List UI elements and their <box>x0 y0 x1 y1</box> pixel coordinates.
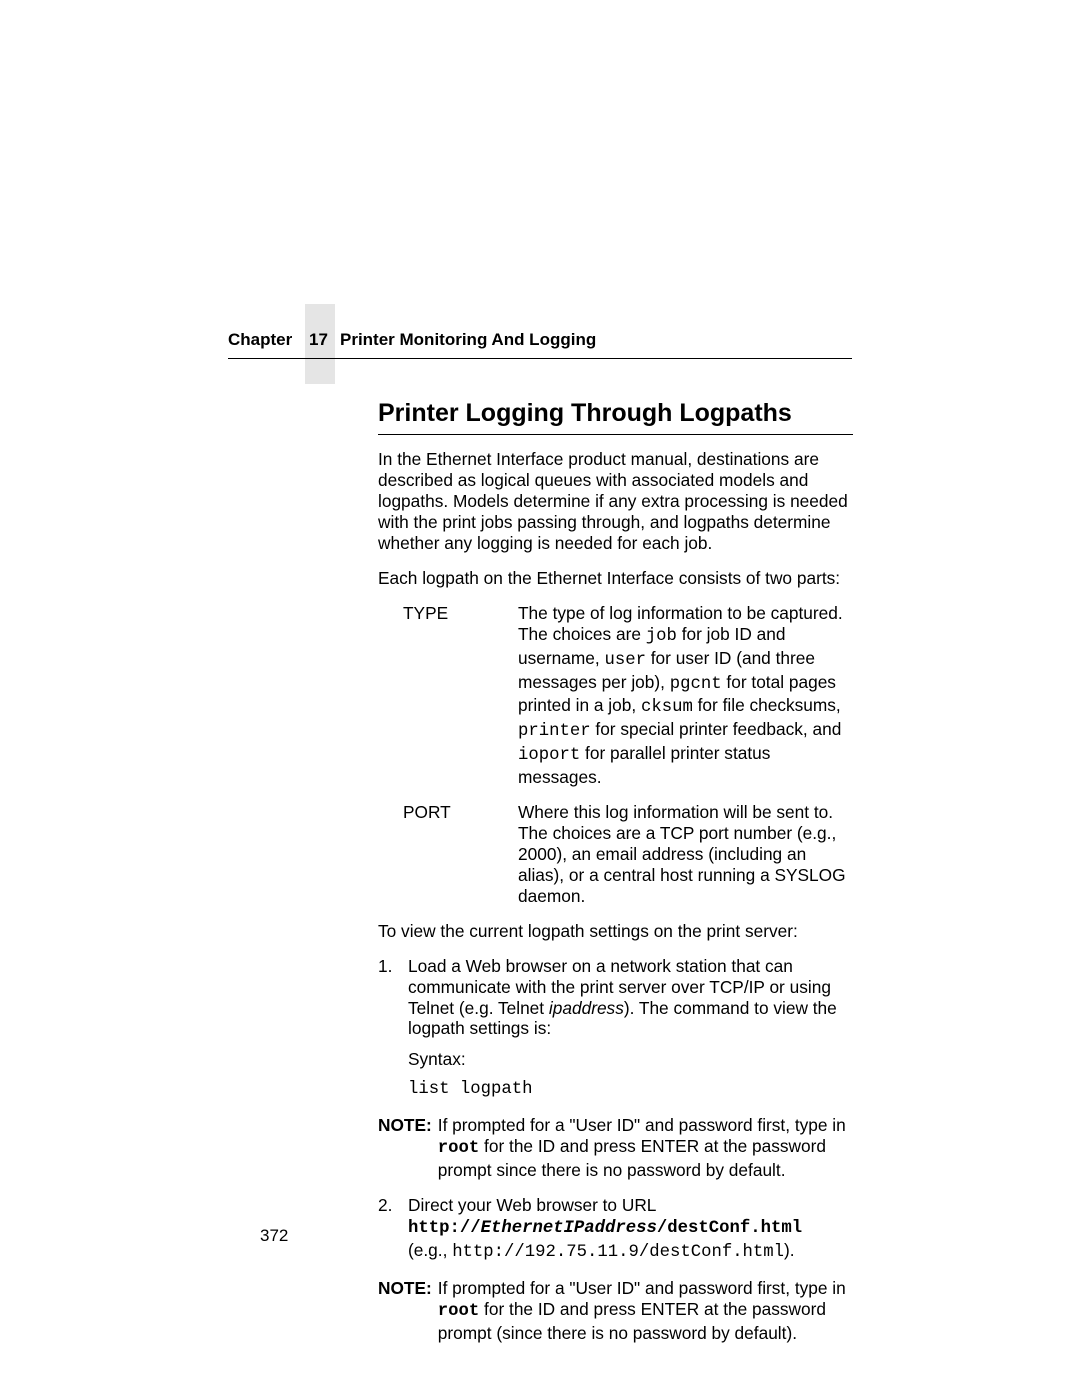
main-content: Printer Logging Through Logpaths In the … <box>378 398 853 1358</box>
definition-list: TYPE The type of log information to be c… <box>378 603 853 907</box>
code: user <box>604 651 645 670</box>
example-url: http://192.75.11.9/destConf.html <box>452 1243 784 1262</box>
list-item-1: 1. Load a Web browser on a network stati… <box>378 956 853 1102</box>
heading-rule <box>378 434 853 435</box>
definition-term-type: TYPE <box>403 603 518 788</box>
definition-desc-port: Where this log information will be sent … <box>518 802 853 907</box>
code-root: root <box>438 1139 479 1158</box>
text: If prompted for a "User ID" and password… <box>438 1278 846 1298</box>
ipaddress-placeholder: ipaddress <box>549 998 624 1018</box>
note-body: If prompted for a "User ID" and password… <box>438 1278 853 1344</box>
list-body: Load a Web browser on a network station … <box>408 956 853 1102</box>
list-number: 1. <box>378 956 408 1102</box>
definition-row-port: PORT Where this log information will be … <box>378 802 853 907</box>
page-number: 372 <box>260 1226 288 1246</box>
definition-desc-type: The type of log information to be captur… <box>518 603 853 788</box>
url-variable: EthernetIPaddress <box>481 1219 657 1238</box>
text: Direct your Web browser to URL <box>408 1195 656 1215</box>
text: for file checksums, <box>693 695 841 715</box>
note-1: NOTE: If prompted for a "User ID" and pa… <box>378 1115 853 1181</box>
code: job <box>646 627 677 646</box>
chapter-label: Chapter <box>228 330 292 350</box>
chapter-title: Printer Monitoring And Logging <box>340 330 596 350</box>
document-page: Chapter 17 Printer Monitoring And Loggin… <box>0 0 1080 1397</box>
note-label: NOTE: <box>378 1278 432 1344</box>
intro-paragraph-2: Each logpath on the Ethernet Interface c… <box>378 568 853 589</box>
url-suffix: /destConf.html <box>657 1219 802 1238</box>
list-item-2: 2. Direct your Web browser to URL http:/… <box>378 1195 853 1264</box>
code: pgcnt <box>670 675 722 694</box>
text: for the ID and press ENTER at the passwo… <box>438 1136 826 1180</box>
text: for special printer feedback, and <box>591 719 842 739</box>
header-rule <box>228 358 852 359</box>
code-root: root <box>438 1302 479 1321</box>
note-2: NOTE: If prompted for a "User ID" and pa… <box>378 1278 853 1344</box>
definition-term-port: PORT <box>403 802 518 907</box>
code: printer <box>518 722 591 741</box>
intro-paragraph-1: In the Ethernet Interface product manual… <box>378 449 853 554</box>
list-body: Direct your Web browser to URL http://Et… <box>408 1195 853 1264</box>
code: cksum <box>641 698 693 717</box>
ordered-list-2: 2. Direct your Web browser to URL http:/… <box>378 1195 853 1264</box>
syntax-label: Syntax: <box>408 1049 853 1070</box>
chapter-number: 17 <box>309 330 328 350</box>
url-prefix: http:// <box>408 1219 481 1238</box>
text: (e.g., <box>408 1240 452 1260</box>
text: ). <box>784 1240 795 1260</box>
note-body: If prompted for a "User ID" and password… <box>438 1115 853 1181</box>
code: ioport <box>518 746 580 765</box>
ordered-list: 1. Load a Web browser on a network stati… <box>378 956 853 1102</box>
definition-row-type: TYPE The type of log information to be c… <box>378 603 853 788</box>
section-heading: Printer Logging Through Logpaths <box>378 398 853 428</box>
text: for the ID and press ENTER at the passwo… <box>438 1299 826 1343</box>
list-number: 2. <box>378 1195 408 1264</box>
view-intro: To view the current logpath settings on … <box>378 921 853 942</box>
text: If prompted for a "User ID" and password… <box>438 1115 846 1135</box>
code-block: list logpath <box>408 1080 853 1101</box>
note-label: NOTE: <box>378 1115 432 1181</box>
